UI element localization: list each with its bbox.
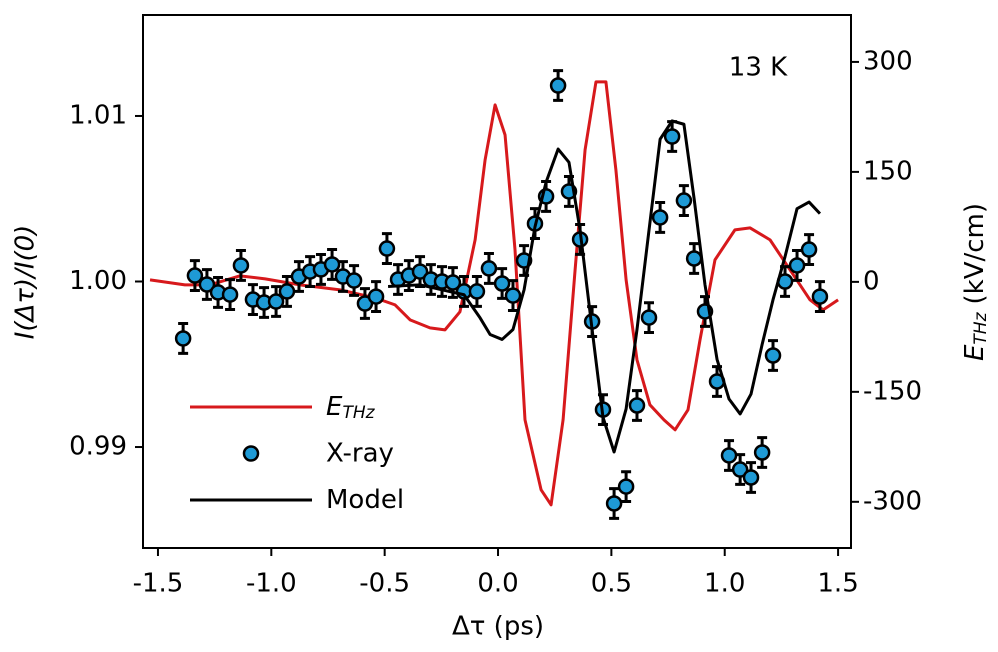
- y2-tick-label: 0: [863, 266, 880, 296]
- legend-label: ETHz: [326, 392, 376, 424]
- legend-name: X-ray: [326, 438, 394, 468]
- data-point: [811, 288, 829, 305]
- data-point: [468, 283, 486, 300]
- annotation: 13 K: [729, 53, 788, 83]
- data-point: [753, 444, 771, 461]
- data-point: [480, 260, 498, 277]
- data-point: [549, 77, 567, 94]
- data-point: [685, 250, 703, 267]
- legend-marker: [242, 445, 260, 462]
- y2-tick-label: 300: [863, 46, 913, 76]
- legend-label: X-ray: [326, 438, 394, 468]
- data-point: [411, 263, 429, 280]
- data-point: [800, 241, 818, 258]
- data-point: [186, 267, 204, 284]
- data-point: [742, 469, 760, 486]
- data-point: [221, 286, 239, 303]
- x-tick-label: 0.5: [591, 569, 632, 599]
- data-point: [720, 447, 738, 464]
- legend-name: Model: [326, 485, 404, 515]
- x-axis-label: Δτ (ps): [452, 612, 544, 642]
- y-tick-label: 0.99: [69, 432, 127, 462]
- y2-label-unit: (kV/cm): [960, 203, 990, 305]
- data-point: [378, 240, 396, 257]
- y2-axis-label: ETHz (kV/cm): [960, 203, 992, 361]
- data-point: [493, 275, 511, 292]
- data-point: [663, 128, 681, 145]
- x-tick-label: -1.0: [246, 569, 297, 599]
- data-point: [605, 495, 623, 512]
- data-point: [323, 256, 341, 273]
- data-point: [232, 257, 250, 274]
- legend-name: E: [326, 392, 343, 422]
- y-axis-label: I(Δτ)/I(0): [11, 225, 41, 340]
- data-point: [651, 209, 669, 226]
- data-point: [788, 257, 806, 274]
- data-point: [267, 293, 285, 310]
- data-point: [198, 276, 216, 293]
- data-point: [444, 274, 462, 291]
- data-point: [617, 478, 635, 495]
- y2-tick-label: 150: [863, 156, 913, 186]
- y-tick-label: 1.00: [69, 266, 127, 296]
- data-point: [628, 397, 646, 414]
- legend-subscript: THz: [342, 403, 375, 423]
- y2-tick-label: -300: [863, 486, 922, 516]
- y2-tick-label: -150: [863, 376, 922, 406]
- data-point: [764, 347, 782, 364]
- x-tick-label: 1.5: [817, 569, 858, 599]
- y2-label-subscript: THz: [971, 311, 991, 344]
- line: [387, 119, 822, 454]
- data-point: [675, 192, 693, 209]
- x-tick-label: 0.0: [477, 569, 518, 599]
- x-tick-label: 1.0: [704, 569, 745, 599]
- legend-label: Model: [326, 485, 404, 515]
- data-point: [731, 461, 749, 478]
- y-tick-label: 1.01: [69, 100, 127, 130]
- data-point: [174, 330, 192, 347]
- data-point: [367, 288, 385, 305]
- data-point: [345, 272, 363, 289]
- y2-label-symbol: E: [960, 344, 990, 361]
- x-tick-label: -0.5: [359, 569, 410, 599]
- x-tick-label: -1.5: [133, 569, 184, 599]
- data-point: [278, 283, 296, 300]
- data-point: [504, 287, 522, 304]
- data-point: [640, 309, 658, 326]
